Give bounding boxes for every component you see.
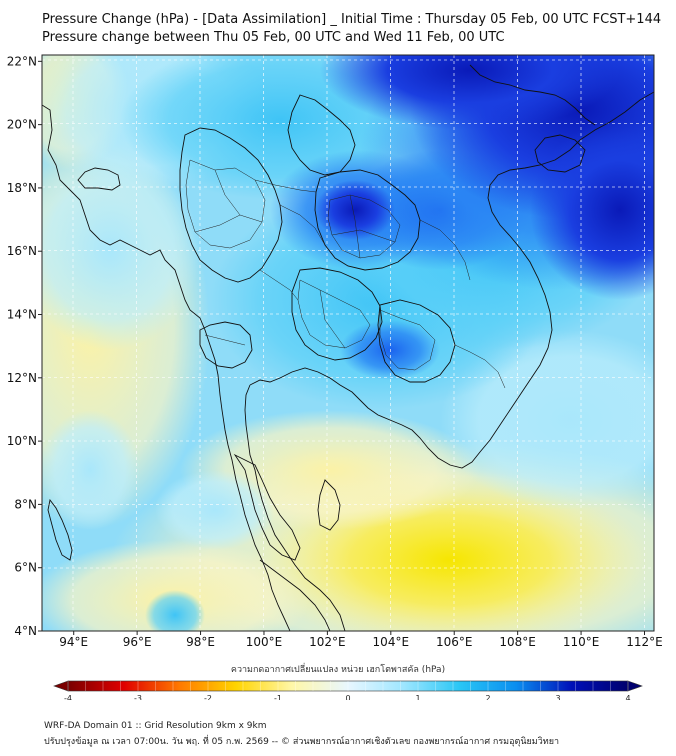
colorbar-max-arrow (627, 680, 643, 692)
footer-model-info: WRF-DA Domain 01 :: Grid Resolution 9km … (44, 721, 267, 731)
lon-tick-label: 96°E (123, 635, 152, 649)
map-frame (41, 54, 655, 632)
lon-tick-label: 94°E (59, 635, 88, 649)
lon-tick-label: 108°E (499, 635, 536, 649)
lat-tick-label: 14°N (7, 308, 37, 322)
colorbar-tick-label: -3 (134, 694, 142, 700)
chart-title: Pressure Change (hPa) - [Data Assimilati… (42, 12, 662, 27)
admin-boundaries (185, 159, 506, 389)
colorbar-tick-label: 3 (555, 694, 560, 700)
graticule (42, 55, 654, 631)
chart-subtitle: Pressure change between Thu 05 Feb, 00 U… (42, 30, 505, 45)
lon-tick-label: 112°E (626, 635, 663, 649)
lat-tick-label: 10°N (7, 434, 37, 448)
pressure-change-map: 94°E 96°E 98°E 100°E 102°E 104°E 106°E 108°E 110… (7, 54, 663, 700)
lon-tick-label: 110°E (563, 635, 600, 649)
lat-tick-label: 6°N (14, 561, 37, 575)
lon-tick-label: 98°E (186, 635, 215, 649)
colorbar-tick-label: -2 (204, 694, 212, 700)
lat-tick-label: 12°N (7, 371, 37, 385)
lat-tick-label: 4°N (14, 624, 37, 638)
colorbar-tick-label: 2 (485, 694, 490, 700)
colorbar-min-arrow (53, 680, 69, 692)
footer-credit: ปรับปรุงข้อมูล ณ เวลา 07:00น. วัน พฤ. ที… (44, 737, 560, 747)
colorbar: -4 -3 -2 -1 0 1 2 3 4 (53, 680, 643, 700)
lat-tick-label: 22°N (7, 54, 37, 68)
latitude-axis: 22°N 20°N 18°N 16°N 14°N 12°N 10°N 8°N 6°N 4°N (7, 54, 42, 638)
lon-tick-label: 102°E (309, 635, 346, 649)
lat-tick-label: 8°N (14, 497, 37, 511)
lat-tick-label: 18°N (7, 181, 37, 195)
coastlines-borders (42, 64, 654, 631)
lon-tick-label: 104°E (373, 635, 410, 649)
lon-tick-label: 106°E (436, 635, 473, 649)
colorbar-tick-label: 4 (625, 694, 630, 700)
colorbar-tick-label: 1 (415, 694, 420, 700)
longitude-axis: 94°E 96°E 98°E 100°E 102°E 104°E 106°E 108°E 110… (59, 631, 663, 649)
colorbar-tick-label: -4 (64, 694, 72, 700)
lat-tick-label: 16°N (7, 244, 37, 258)
pressure-field (42, 55, 654, 631)
colorbar-title: ความกดอากาศเปลี่ยนแปลง หน่วย เฮกโตพาสคัล… (230, 665, 446, 675)
lat-tick-label: 20°N (7, 118, 37, 132)
colorbar-tick-label: -1 (274, 694, 282, 700)
colorbar-tick-label: 0 (345, 694, 350, 700)
lon-tick-label: 100°E (246, 635, 283, 649)
